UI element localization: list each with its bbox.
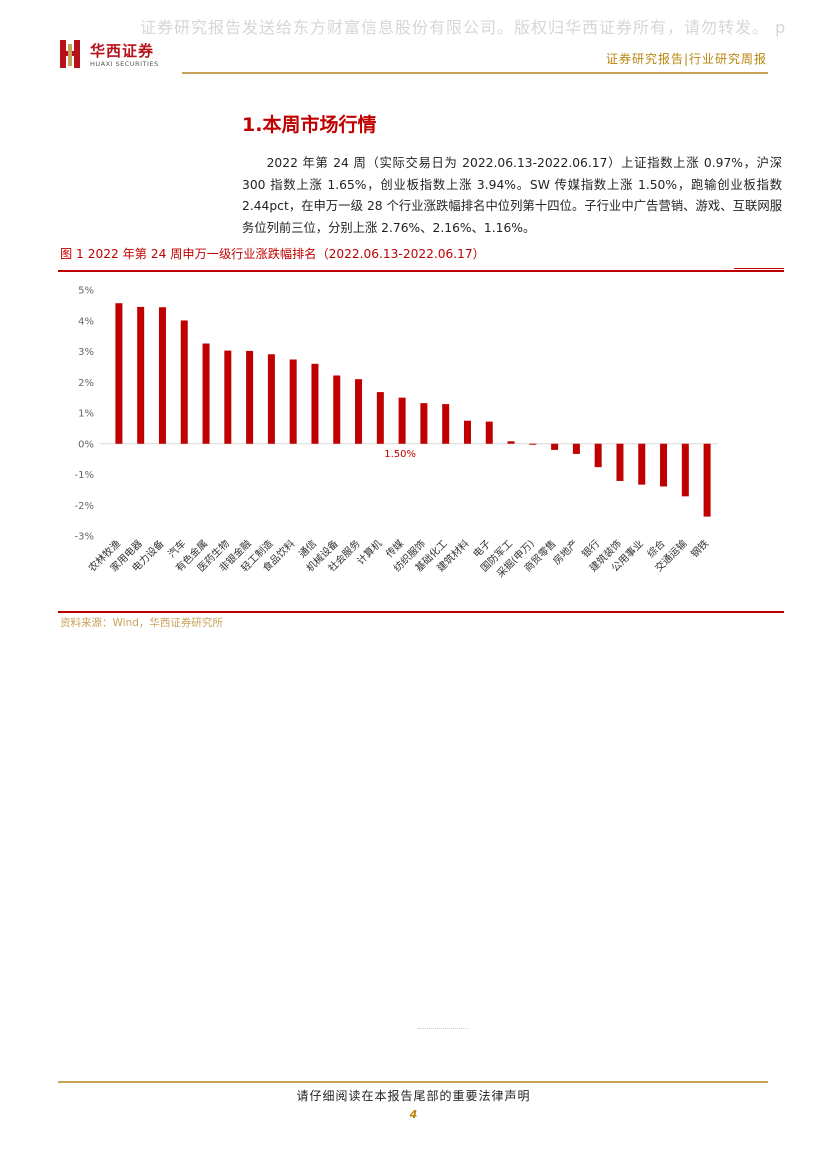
y-tick-label: 1% — [78, 409, 94, 420]
header-divider — [182, 72, 768, 74]
report-type-label: 证券研究报告|行业研究周报 — [605, 52, 767, 66]
y-tick-label: -2% — [75, 501, 94, 512]
bar-机械设备 — [333, 375, 341, 444]
bar-商贸零售 — [551, 443, 559, 450]
footer-dots — [418, 1028, 468, 1029]
bar-建筑材料 — [463, 420, 471, 444]
figure-top-rule-accent — [734, 268, 784, 269]
legal-notice: 请仔细阅读在本报告尾部的重要法律声明 — [296, 1089, 531, 1103]
bar-轻工制造 — [267, 354, 275, 444]
bar-有色金属 — [202, 343, 210, 444]
bar-计算机 — [376, 392, 384, 444]
bar-综合 — [660, 443, 668, 487]
huaxi-logo-icon — [60, 40, 80, 68]
bar-家用电器 — [137, 306, 145, 444]
y-tick-label: -3% — [75, 532, 94, 543]
y-tick-label: 5% — [78, 286, 94, 297]
bar-食品饮料 — [289, 359, 297, 444]
y-tick-label: 0% — [78, 439, 94, 450]
bar-传媒 — [398, 397, 406, 444]
y-tick-label: 2% — [78, 378, 94, 389]
bar-通信 — [311, 363, 319, 444]
figure-bottom-rule — [58, 611, 784, 613]
bar-非银金融 — [246, 350, 254, 444]
x-category-label: 房地产 — [550, 537, 580, 567]
bar-农林牧渔 — [115, 303, 123, 444]
watermark: 证券研究报告发送给东方财富信息股份有限公司。版权归华西证券所有，请勿转发。 p — [140, 18, 787, 37]
page-number: 4 — [409, 1108, 418, 1121]
bar-国防军工 — [507, 441, 515, 444]
company-logo: 华西证券 HUAXI SECURITIES — [58, 38, 188, 72]
bar-银行 — [594, 443, 602, 468]
bar-采掘(申万) — [529, 443, 537, 445]
bar-纺织服饰 — [420, 403, 428, 444]
figure-source: 资料来源：Wind，华西证券研究所 — [60, 617, 223, 629]
logo-text-en: HUAXI SECURITIES — [90, 60, 159, 68]
bar-汽车 — [180, 320, 188, 444]
x-category-label: 计算机 — [354, 537, 384, 567]
y-tick-label: 4% — [78, 316, 94, 327]
y-tick-label: -1% — [75, 470, 94, 481]
bar-房地产 — [572, 443, 580, 454]
bar-交通运输 — [681, 443, 689, 497]
bar-钢铁 — [703, 443, 711, 517]
bar-医药生物 — [224, 350, 232, 444]
bar-建筑装饰 — [616, 443, 624, 481]
figure-title: 图 1 2022 年第 24 周申万一级行业涨跌幅排名（2022.06.13-2… — [60, 247, 485, 261]
bar-电力设备 — [158, 307, 166, 444]
bar-公用事业 — [638, 443, 646, 485]
bar-基础化工 — [442, 404, 450, 444]
y-tick-label: 3% — [78, 347, 94, 358]
section-title: 1.本周市场行情 — [242, 114, 377, 136]
bar-电子 — [485, 421, 493, 444]
media-value-annotation: 1.50% — [384, 449, 416, 460]
logo-text-cn: 华西证券 — [90, 42, 155, 60]
market-summary-paragraph: 2022 年第 24 周（实际交易日为 2022.06.13-2022.06.1… — [242, 156, 782, 235]
x-category-label: 钢铁 — [688, 537, 711, 560]
figure-top-rule — [58, 270, 784, 272]
bar-社会服务 — [355, 379, 363, 444]
footer-divider — [58, 1081, 768, 1083]
